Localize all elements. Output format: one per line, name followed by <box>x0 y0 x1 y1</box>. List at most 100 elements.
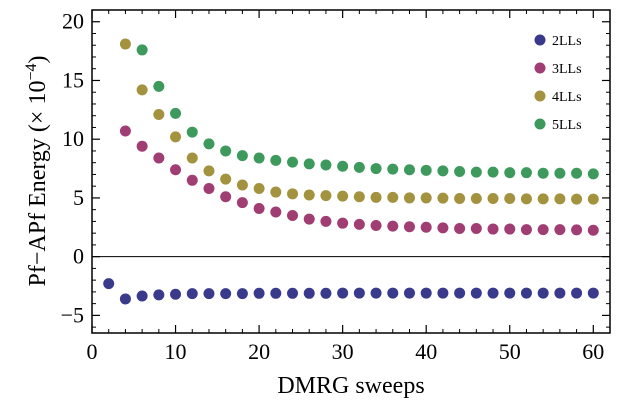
data-point-5LLs <box>203 138 215 150</box>
data-point-5LLs <box>537 167 549 179</box>
legend-label-3LLs: 3LLs <box>552 62 582 77</box>
data-point-2LLs <box>203 288 215 300</box>
data-point-5LLs <box>437 165 449 177</box>
y-tick-label: 20 <box>62 9 84 34</box>
y-tick-label: 15 <box>62 67 84 92</box>
data-point-3LLs <box>487 223 499 235</box>
data-point-2LLs <box>554 287 566 299</box>
data-point-3LLs <box>170 164 182 176</box>
data-point-5LLs <box>253 152 265 164</box>
data-point-2LLs <box>270 287 282 299</box>
data-point-2LLs <box>170 288 182 300</box>
data-point-5LLs <box>487 166 499 178</box>
data-point-3LLs <box>253 202 265 214</box>
data-point-3LLs <box>571 224 583 236</box>
data-point-3LLs <box>554 224 566 236</box>
data-point-4LLs <box>554 193 566 205</box>
legend-marker-2LLs <box>534 34 546 46</box>
data-point-4LLs <box>437 192 449 204</box>
data-point-3LLs <box>153 152 165 164</box>
data-point-5LLs <box>136 44 148 56</box>
data-point-5LLs <box>353 161 365 173</box>
data-point-3LLs <box>203 183 215 195</box>
data-point-2LLs <box>253 287 265 299</box>
data-point-3LLs <box>520 224 532 236</box>
data-point-4LLs <box>337 190 349 202</box>
data-point-3LLs <box>504 223 516 235</box>
data-point-4LLs <box>571 193 583 205</box>
data-point-3LLs <box>136 140 148 152</box>
data-point-2LLs <box>437 287 449 299</box>
data-point-3LLs <box>387 220 399 232</box>
data-point-4LLs <box>387 191 399 203</box>
data-point-2LLs <box>420 287 432 299</box>
data-point-3LLs <box>370 220 382 232</box>
data-point-5LLs <box>337 160 349 172</box>
data-point-5LLs <box>236 150 248 162</box>
data-point-2LLs <box>571 287 583 299</box>
data-point-5LLs <box>420 164 432 176</box>
data-point-4LLs <box>320 190 332 202</box>
data-point-3LLs <box>420 221 432 233</box>
data-point-3LLs <box>587 224 599 236</box>
data-point-3LLs <box>403 221 415 233</box>
data-point-4LLs <box>203 165 215 177</box>
data-point-4LLs <box>504 193 516 205</box>
data-point-2LLs <box>587 287 599 299</box>
data-point-4LLs <box>520 193 532 205</box>
data-point-4LLs <box>170 131 182 143</box>
y-tick-label: 0 <box>73 244 84 269</box>
data-point-4LLs <box>303 189 315 201</box>
y-tick-label: 5 <box>73 185 84 210</box>
x-tick-label: 50 <box>499 339 521 364</box>
data-point-4LLs <box>420 192 432 204</box>
data-point-3LLs <box>270 206 282 218</box>
data-point-2LLs <box>370 287 382 299</box>
data-point-4LLs <box>587 193 599 205</box>
data-point-5LLs <box>520 167 532 179</box>
data-point-5LLs <box>186 126 198 138</box>
data-point-3LLs <box>320 215 332 227</box>
data-point-5LLs <box>320 159 332 171</box>
data-point-4LLs <box>403 192 415 204</box>
x-tick-label: 30 <box>332 339 354 364</box>
x-axis-title: DMRG sweeps <box>277 373 424 399</box>
x-tick-label: 60 <box>582 339 604 364</box>
data-point-2LLs <box>136 290 148 302</box>
data-point-5LLs <box>270 154 282 166</box>
data-point-3LLs <box>119 125 131 137</box>
y-axis-title-main: Pf−APf Energy (× 10 <box>25 81 51 287</box>
data-point-2LLs <box>220 288 232 300</box>
data-point-2LLs <box>337 287 349 299</box>
data-point-5LLs <box>153 80 165 92</box>
data-point-4LLs <box>353 191 365 203</box>
data-point-3LLs <box>437 222 449 234</box>
legend-marker-3LLs <box>534 62 546 74</box>
data-point-5LLs <box>370 163 382 175</box>
data-point-5LLs <box>454 166 466 177</box>
legend: 2LLs 3LLs 4LLs 5LLs <box>534 34 582 133</box>
data-point-5LLs <box>504 167 516 179</box>
x-tick-label: 20 <box>248 339 270 364</box>
data-point-3LLs <box>470 222 482 234</box>
data-point-3LLs <box>454 222 466 234</box>
y-axis-title-exponent: −4 <box>23 64 40 81</box>
data-point-2LLs <box>504 287 516 299</box>
data-point-4LLs <box>537 193 549 205</box>
data-point-4LLs <box>220 173 232 185</box>
legend-marker-5LLs <box>534 118 546 130</box>
data-point-5LLs <box>470 166 482 178</box>
data-point-2LLs <box>320 287 332 299</box>
data-point-3LLs <box>186 174 198 186</box>
legend-label-5LLs: 5LLs <box>552 118 582 133</box>
legend-label-2LLs: 2LLs <box>552 34 582 49</box>
data-point-2LLs <box>387 287 399 299</box>
data-point-3LLs <box>236 197 248 209</box>
data-point-2LLs <box>103 278 115 290</box>
data-point-2LLs <box>119 293 131 305</box>
data-point-4LLs <box>270 186 282 198</box>
data-point-5LLs <box>554 167 566 179</box>
data-point-5LLs <box>287 156 299 168</box>
data-point-4LLs <box>236 179 248 191</box>
